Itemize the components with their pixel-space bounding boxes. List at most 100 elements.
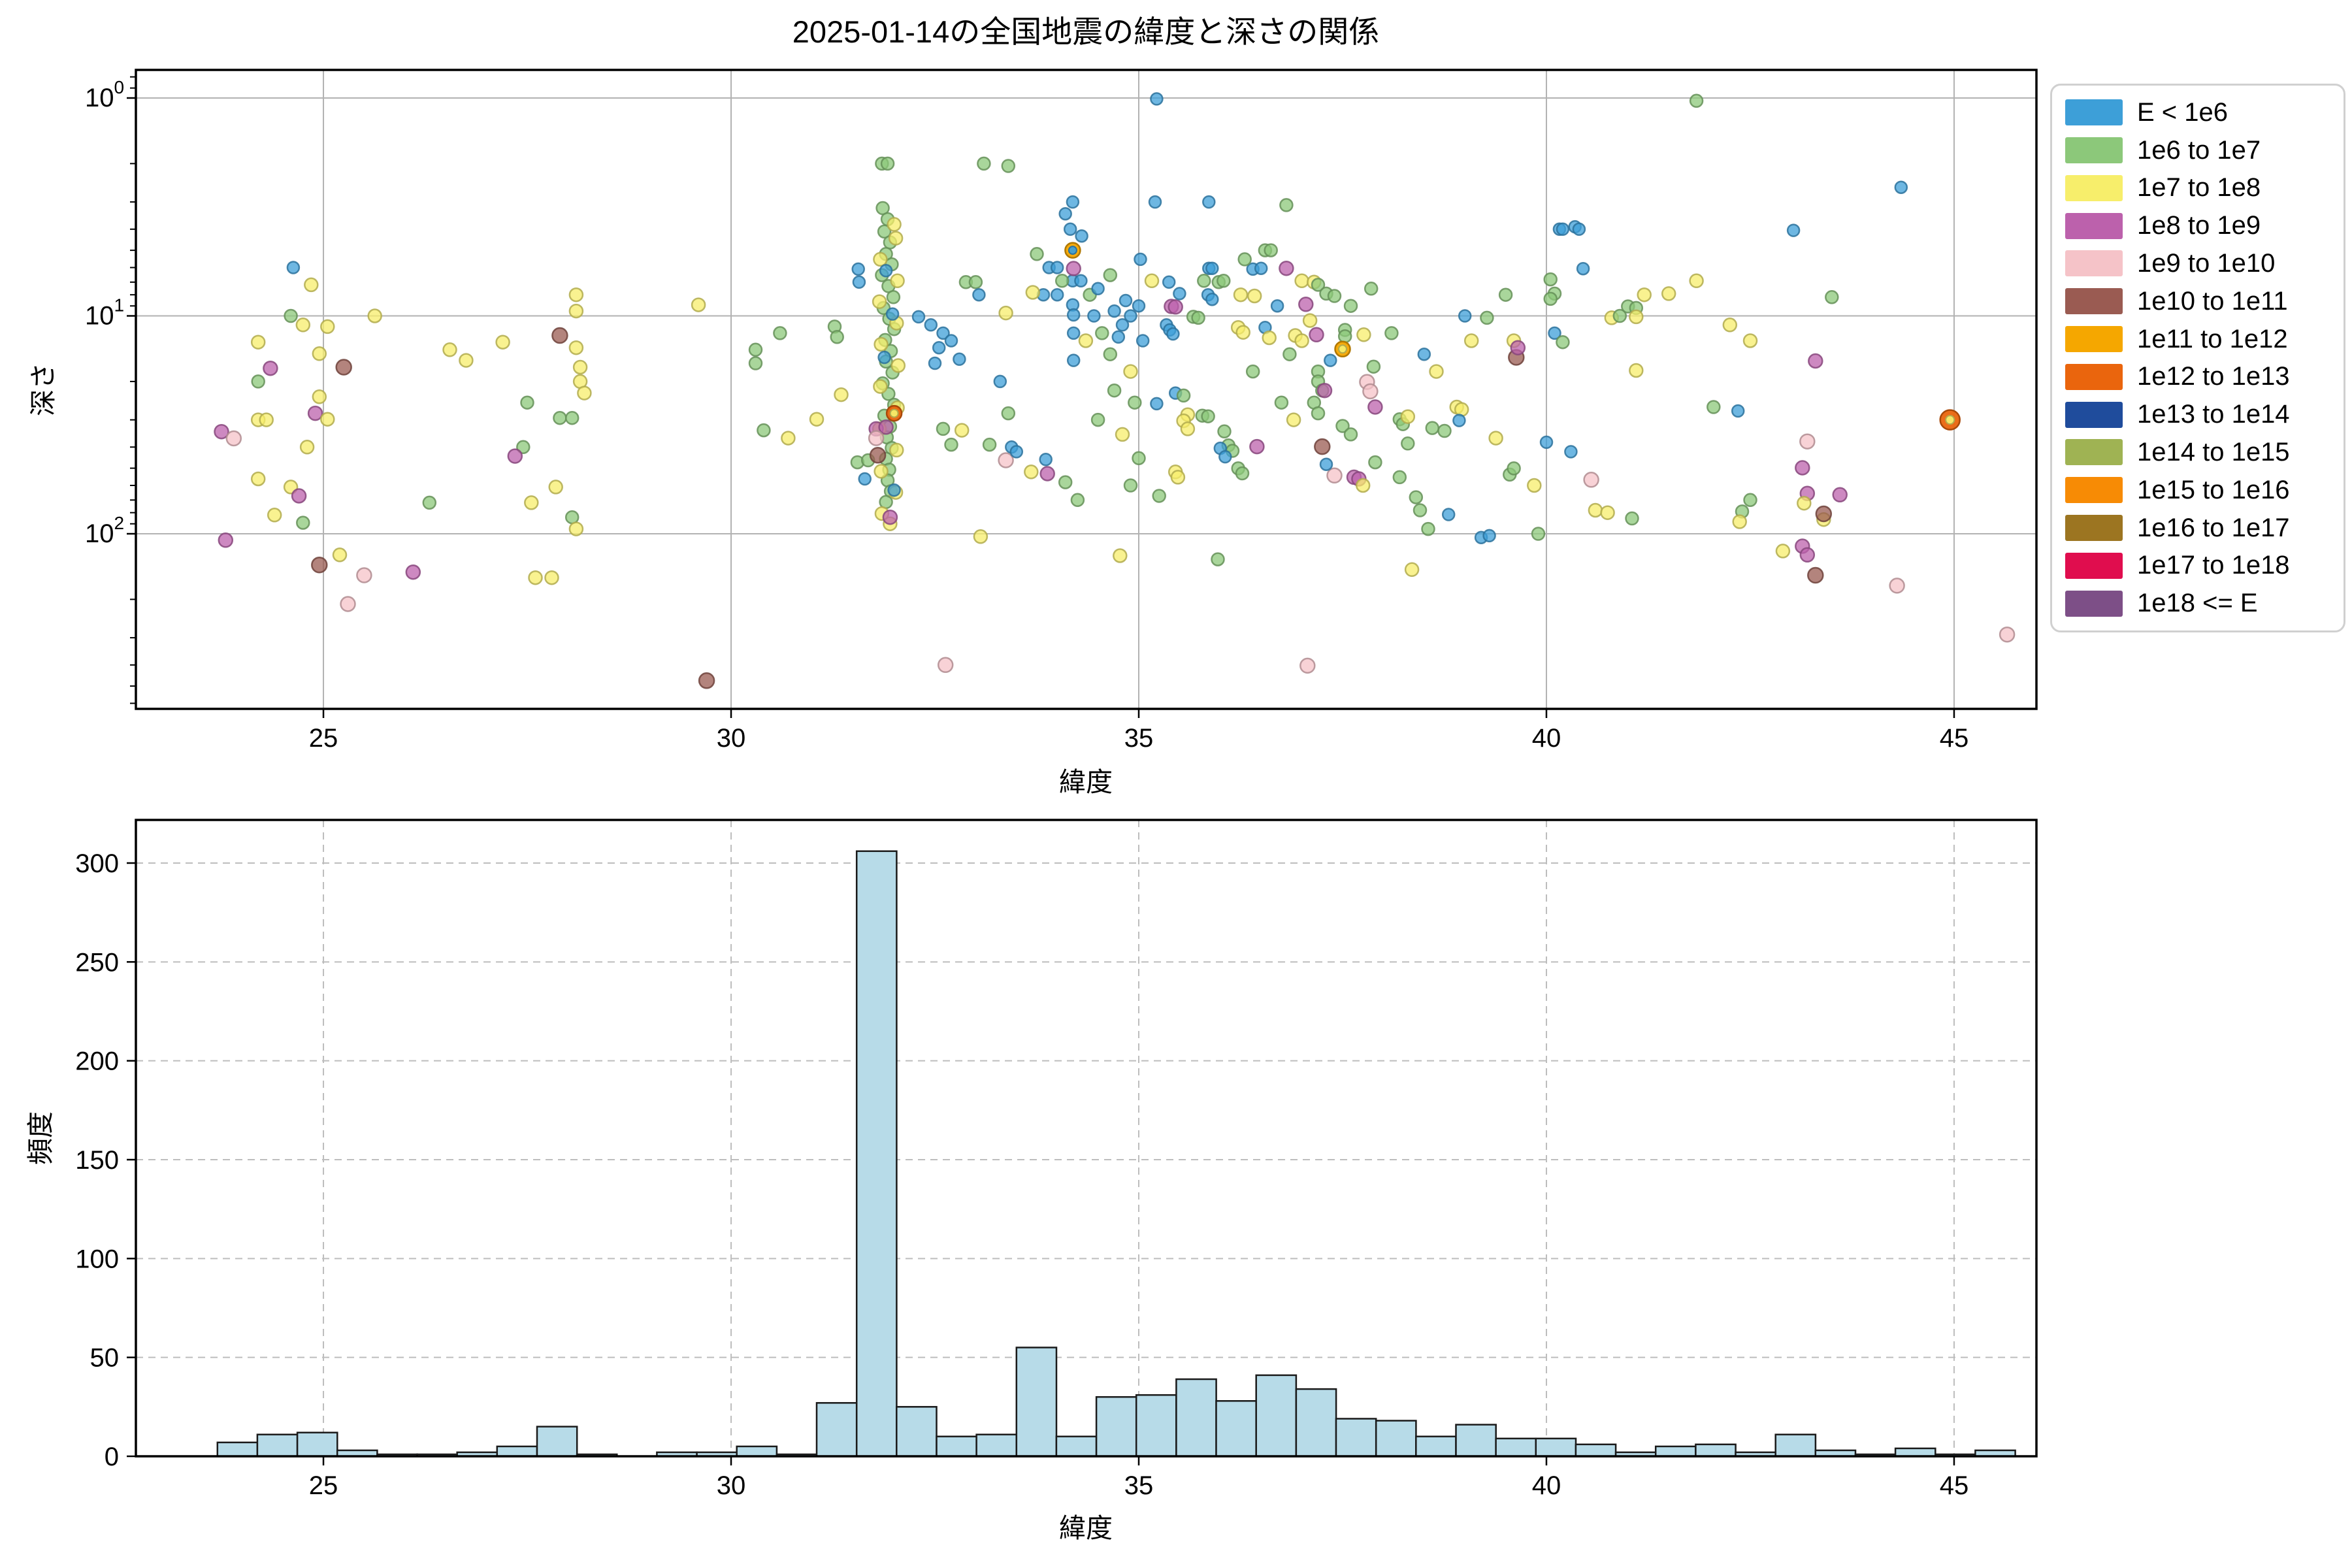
legend-item: 1e13 to 1e14 [2052, 400, 2344, 429]
scatter-point [1205, 292, 1219, 306]
scatter-point [1786, 223, 1801, 237]
histogram-bar [936, 1435, 977, 1458]
scatter-point [1421, 521, 1435, 536]
scatter-point [885, 307, 900, 321]
scatter-point [1392, 470, 1407, 485]
x-tick-label: 40 [1532, 1471, 1561, 1500]
x-tick-label: 30 [717, 1471, 746, 1500]
scatter-point [973, 529, 988, 544]
legend-swatch [2065, 401, 2123, 428]
scatter-point [928, 356, 942, 370]
histogram-bar [736, 1445, 778, 1458]
y-tick-label: 101 [85, 295, 124, 331]
legend: E < 1e6 1e6 to 1e7 1e7 to 1e8 1e8 to 1e9 1e9… [2050, 84, 2345, 632]
scatter-point [1115, 427, 1130, 442]
histogram-bar [296, 1431, 338, 1458]
scatter-point [405, 564, 421, 580]
scatter-point [1556, 222, 1570, 237]
scatter-point [944, 334, 958, 348]
scatter-point [924, 318, 938, 332]
scatter-point [886, 290, 901, 304]
scatter-point [937, 657, 954, 674]
scatter-point [1148, 195, 1162, 209]
scatter-point [1066, 195, 1080, 209]
scatter-point [1498, 287, 1513, 302]
scatter-point [340, 596, 356, 612]
legend-label: 1e13 to 1e14 [2137, 400, 2290, 429]
scatter-point [1337, 329, 1352, 344]
scatter-point [1299, 657, 1316, 674]
scatter-point [259, 412, 274, 427]
scatter-spines [135, 69, 2038, 710]
y-tick-label: 250 [75, 948, 119, 977]
scatter-point [1311, 406, 1326, 421]
histogram-bar [1495, 1437, 1537, 1458]
scatter-point [286, 261, 301, 274]
scatter-point [1311, 278, 1326, 292]
scatter-point [1201, 409, 1215, 423]
x-tick-label: 25 [309, 724, 338, 753]
scatter-point [1482, 529, 1496, 543]
scatter-point [1173, 287, 1186, 301]
scatter-point [1235, 325, 1250, 340]
scatter-point [1054, 274, 1070, 288]
scatter-point [911, 310, 926, 324]
scatter-point [1625, 511, 1639, 526]
scatter-point [1629, 363, 1644, 378]
scatter-point [516, 440, 531, 455]
scatter-point [1247, 288, 1262, 304]
histogram-bar [1055, 1435, 1098, 1458]
scatter-point [1797, 495, 1812, 511]
scatter-point [1326, 467, 1343, 484]
histogram-bar [536, 1426, 578, 1458]
chart-title: 2025-01-14の全国地震の緯度と深さの関係 [792, 14, 1380, 49]
scatter-point [936, 326, 950, 340]
legend-swatch [2065, 174, 2123, 201]
scatter-point [572, 359, 588, 375]
scatter-point [263, 360, 278, 376]
scatter-point [1441, 508, 1456, 521]
scatter-point [1249, 438, 1265, 455]
scatter-point [1454, 402, 1469, 417]
scatter-point [312, 346, 327, 361]
scatter-point [1588, 502, 1603, 518]
scatter-point [1316, 382, 1333, 399]
scatter-point [568, 303, 584, 319]
histogram-xaxis-label: 緯度 [1059, 1513, 1113, 1543]
scatter-yaxis-label: 深さ [28, 363, 58, 416]
scatter-point [1001, 406, 1016, 421]
scatter-point [1279, 260, 1294, 276]
scatter-point [1319, 457, 1333, 471]
y-tick-label: 200 [75, 1047, 119, 1076]
histogram-bar [1175, 1378, 1217, 1458]
scatter-point [1039, 466, 1055, 482]
histogram-bar [815, 1402, 858, 1458]
scatter-point [982, 437, 997, 452]
scatter-point [1458, 309, 1472, 323]
scatter-point [1629, 309, 1644, 325]
legend-item: 1e7 to 1e8 [2052, 173, 2344, 203]
histogram-bar [1215, 1400, 1257, 1458]
scatter-point [1107, 304, 1121, 318]
scatter-point [1168, 299, 1183, 315]
histogram-bar [1375, 1420, 1417, 1458]
scatter-point [773, 326, 787, 340]
scatter-point [284, 308, 298, 323]
scatter-point [1309, 327, 1324, 343]
scatter-point [1233, 287, 1249, 302]
scatter-point [1543, 291, 1558, 306]
legend-label: E < 1e6 [2137, 97, 2229, 127]
scatter-point [1722, 318, 1738, 333]
legend-item: 1e11 to 1e12 [2052, 325, 2344, 354]
scatter-point [1543, 272, 1558, 287]
scatter-point [1463, 333, 1479, 348]
legend-item: 1e6 to 1e7 [2052, 136, 2344, 165]
scatter-point [1507, 461, 1521, 476]
legend-swatch [2065, 477, 2123, 504]
scatter-point [1314, 438, 1331, 455]
scatter-point [954, 423, 970, 438]
histogram-bar [975, 1433, 1018, 1458]
legend-label: 1e15 to 1e16 [2137, 475, 2290, 504]
scatter-point [1134, 252, 1147, 267]
